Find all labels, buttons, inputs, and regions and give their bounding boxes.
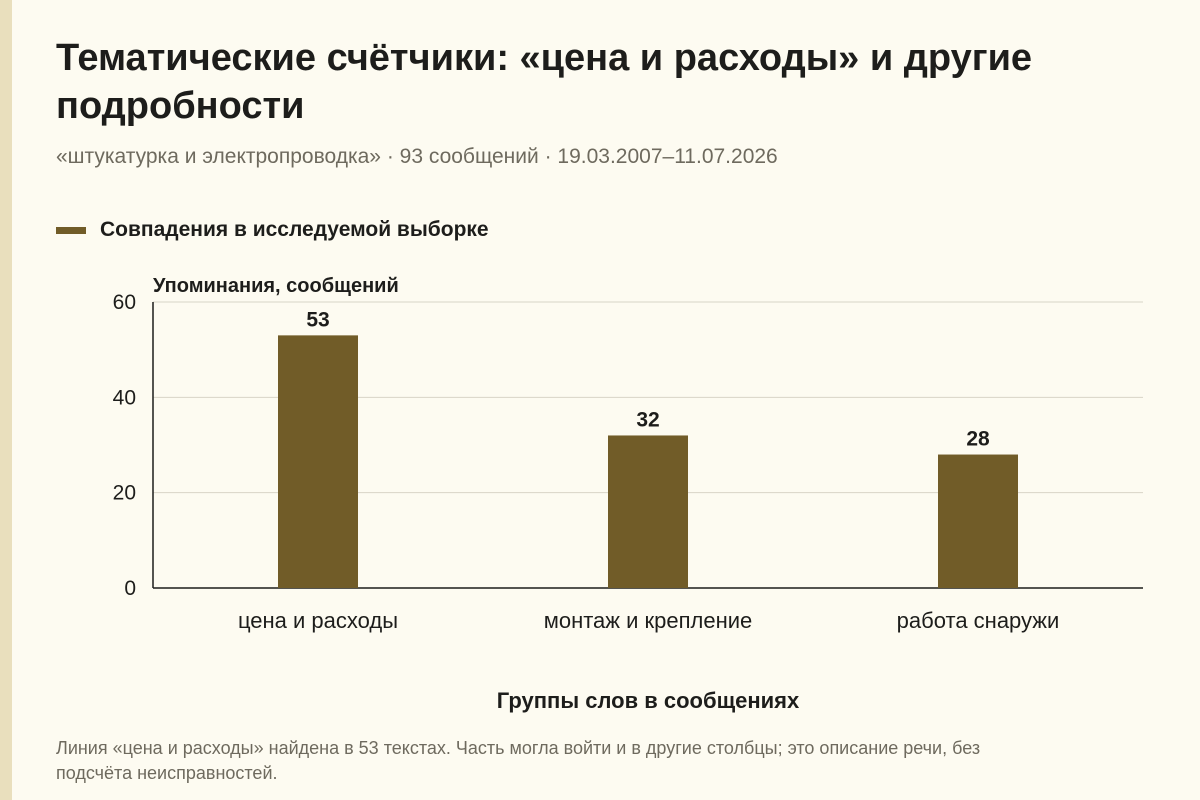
y-axis-title: Упоминания, сообщений (153, 275, 399, 297)
y-tick-label: 60 (113, 291, 136, 314)
bar-value-label: 28 (966, 428, 990, 451)
x-axis-title: Группы слов в сообщениях (497, 688, 800, 713)
bar-value-label: 53 (306, 308, 329, 331)
bar-value-label: 32 (636, 408, 659, 431)
bar (608, 435, 688, 588)
x-tick-label: монтаж и крепление (544, 608, 753, 633)
legend-swatch (56, 226, 86, 234)
bar-chart: 0 20 40 60 Упоминания, сообщений 53 цена и рас… (113, 275, 1143, 713)
x-tick-label: цена и расходы (238, 608, 398, 633)
x-tick-label: работа снаружи (897, 608, 1060, 633)
chart-title: Тематические счётчики: «цена и расходы» … (56, 37, 1033, 127)
chart-legend: Совпадения в исследуемой выборке (56, 218, 489, 242)
y-tick-label: 20 (113, 482, 136, 505)
footnote: Линия «цена и расходы» найдена в 53 текс… (56, 738, 981, 783)
bar (278, 335, 358, 588)
chart-subtitle: «штукатурка и электропроводка» · 93 сооб… (56, 145, 778, 168)
legend-label: Совпадения в исследуемой выборке (100, 218, 489, 241)
side-accent-strip (0, 0, 12, 800)
y-tick-label: 0 (124, 577, 136, 600)
bar (938, 454, 1018, 588)
y-tick-label: 40 (113, 386, 136, 409)
